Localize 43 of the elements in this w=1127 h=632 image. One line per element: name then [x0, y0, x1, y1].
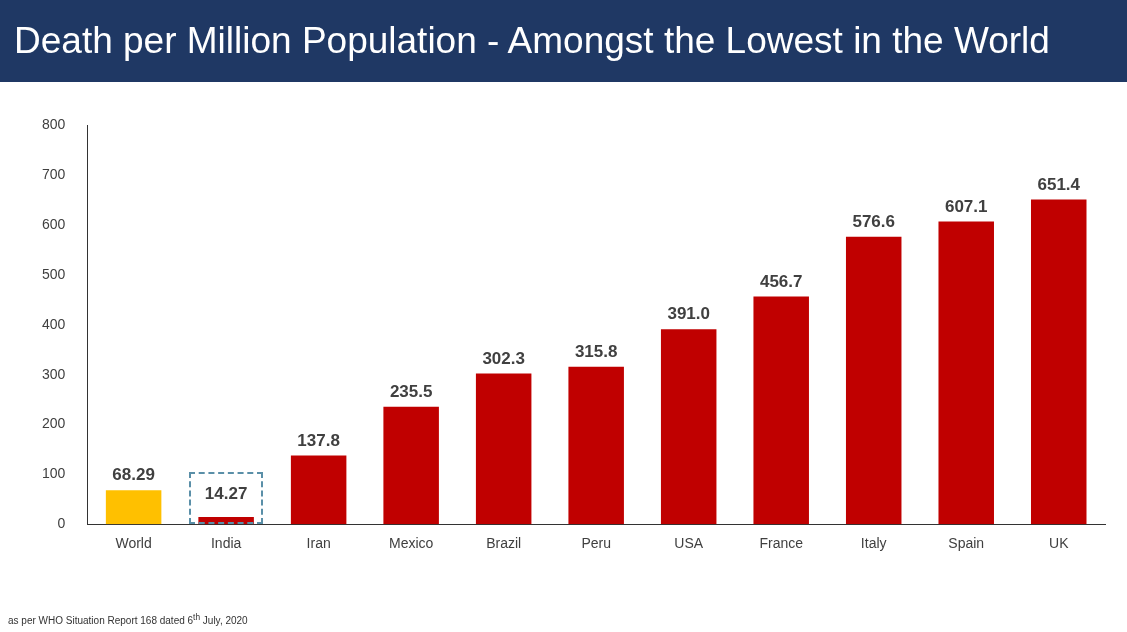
x-tick-label: Spain — [948, 535, 985, 552]
text: as per WHO Situation Report 168 dated 6$^{th}$ July, 2020 — [8, 612, 248, 627]
x-tick-label: World — [115, 535, 152, 552]
data-label: 651.4 — [1037, 174, 1081, 194]
x-tick-label: UK — [1049, 535, 1070, 552]
bar — [105, 490, 162, 525]
data-label: 576.6 — [852, 211, 895, 231]
data-label: 607.1 — [944, 196, 988, 216]
y-tick-label: 300 — [42, 365, 66, 382]
data-label: 456.7 — [759, 271, 803, 291]
y-tick-label: 400 — [42, 315, 66, 332]
y-tick-label: 500 — [42, 265, 66, 282]
data-label: 302.3 — [482, 348, 525, 368]
bar — [383, 406, 439, 525]
y-tick-label: 100 — [42, 465, 66, 482]
x-tick-label: USA — [674, 535, 704, 552]
data-label: 391.0 — [667, 304, 710, 324]
x-tick-label: Peru — [581, 535, 611, 552]
y-tick-label: 800 — [42, 116, 66, 133]
y-tick-label: 200 — [42, 415, 66, 432]
data-label: 235.5 — [389, 381, 433, 401]
x-tick-label: Italy — [860, 535, 887, 552]
bar — [290, 455, 347, 525]
chart-title: Death per Million Population - Amongst the Lowest in the World — [0, 0, 1127, 82]
x-tick-label: Iran — [306, 535, 331, 552]
x-tick-label: India — [210, 535, 242, 552]
data-label: 68.29 — [112, 465, 155, 485]
data-label: 14.27 — [204, 484, 248, 504]
bar — [845, 236, 902, 525]
y-tick-label: 700 — [42, 166, 66, 183]
x-tick-label: Mexico — [388, 535, 434, 552]
bar — [475, 373, 532, 525]
y-tick-label: 600 — [42, 215, 66, 232]
bar — [938, 221, 994, 525]
x-tick-label: France — [759, 535, 804, 552]
bar — [753, 296, 809, 525]
data-label: 315.8 — [574, 341, 618, 361]
bar — [660, 329, 717, 525]
data-label: 137.8 — [297, 430, 340, 450]
bar — [568, 366, 624, 525]
x-tick-label: Brazil — [486, 535, 522, 552]
y-tick-label: 0 — [57, 515, 66, 532]
bar — [1030, 199, 1087, 525]
